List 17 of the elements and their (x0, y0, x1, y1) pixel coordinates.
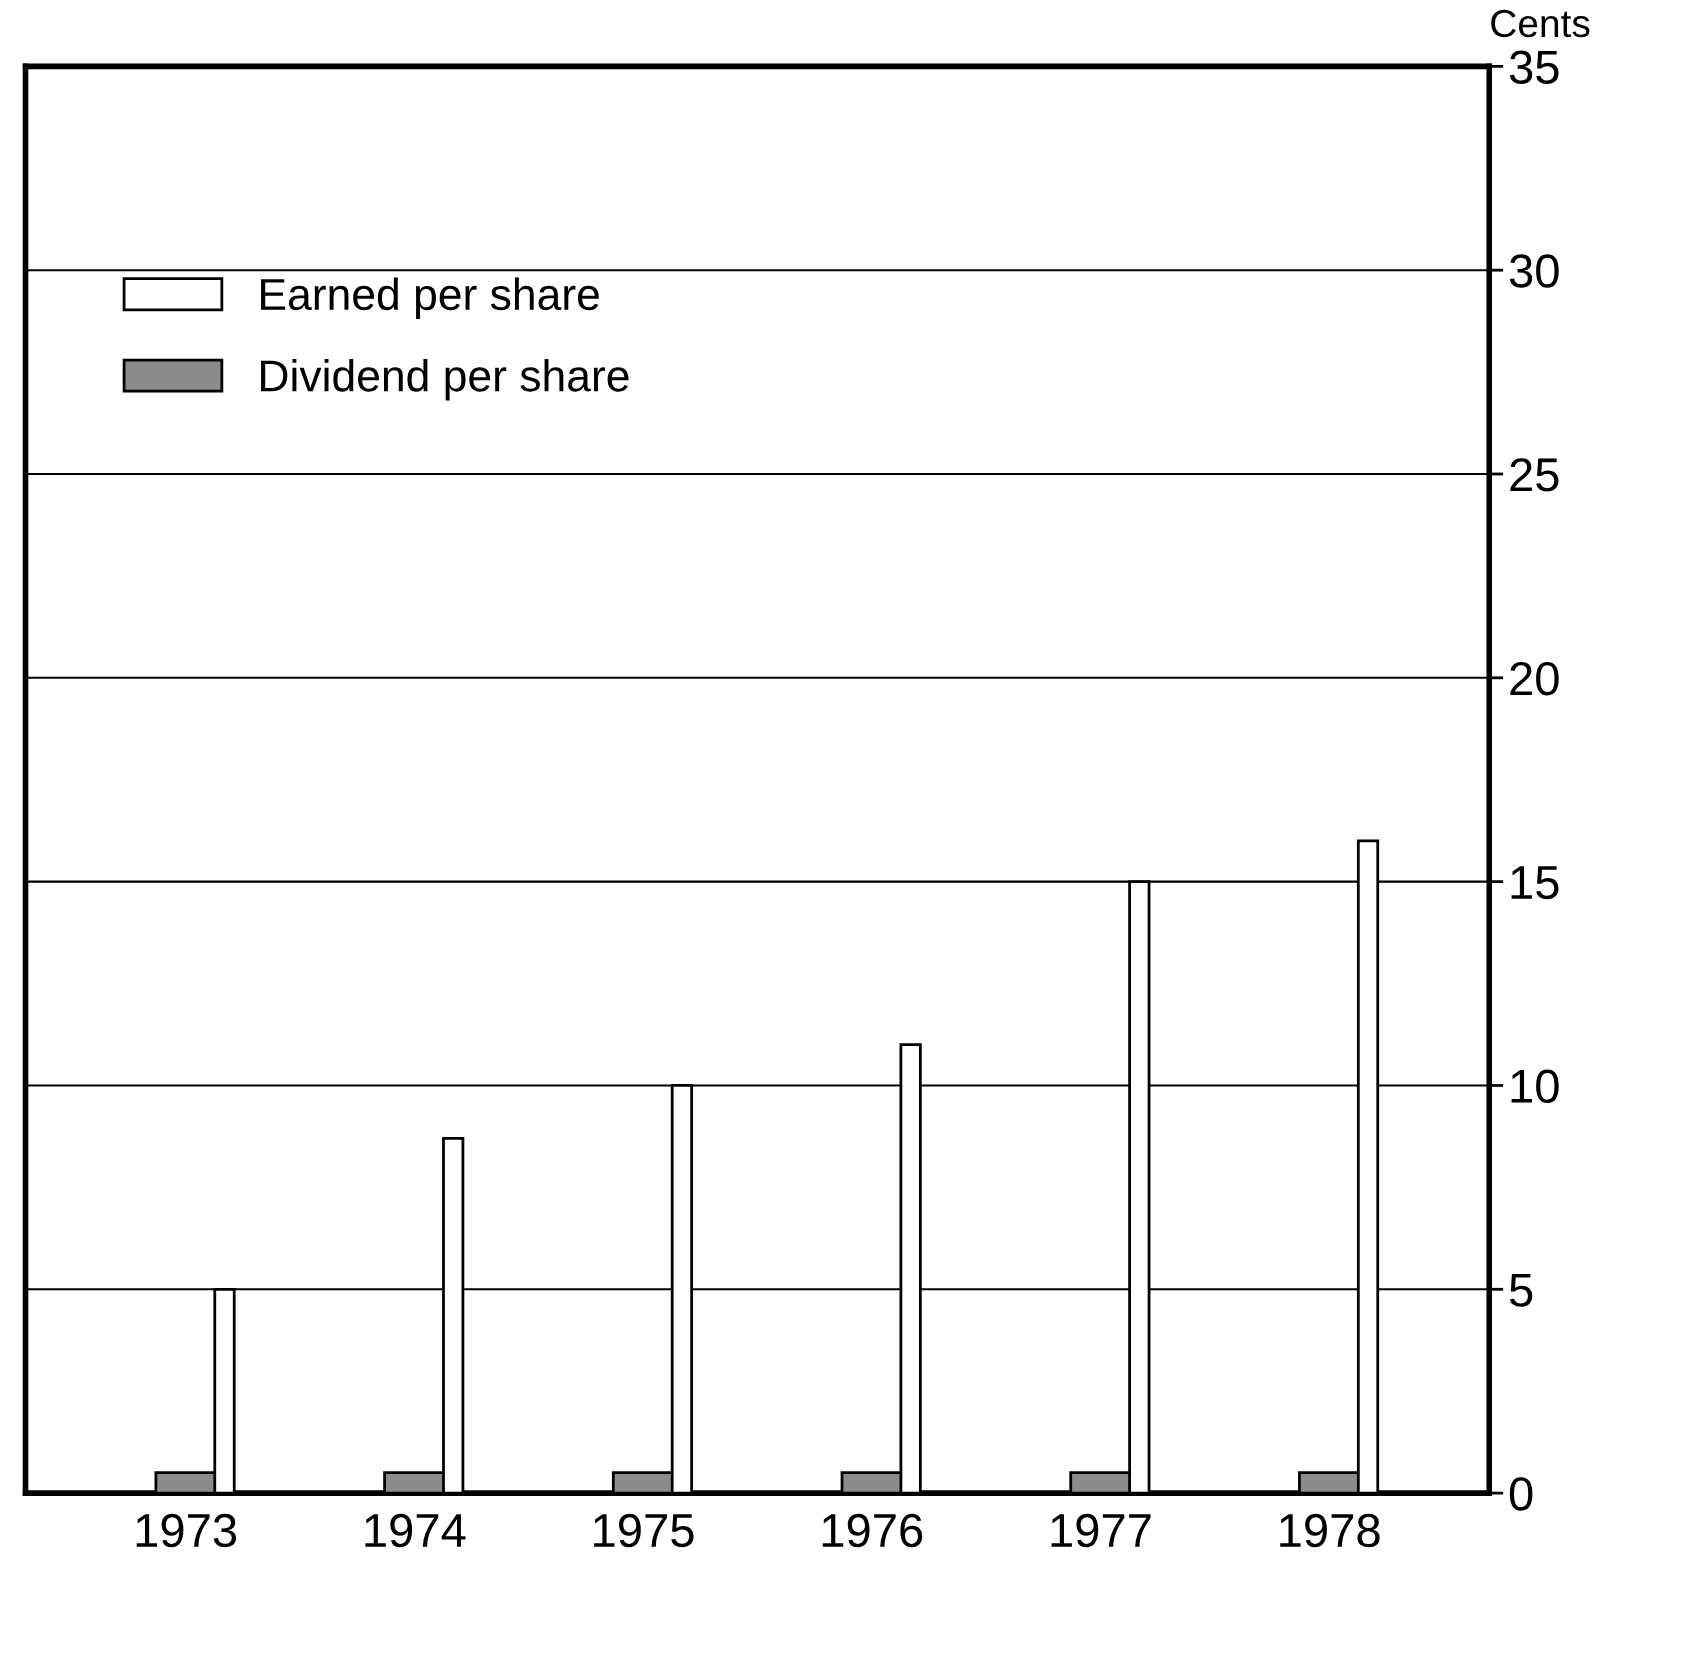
y-axis-title: Cents (1491, 9, 1590, 38)
y-tick-label: 10 (1511, 1069, 1559, 1104)
legend-label: Earned per share (261, 277, 599, 319)
x-tick-label: 1976 (822, 1513, 923, 1548)
x-tick-label: 1974 (365, 1513, 466, 1548)
legend-label: Dividend per share (261, 359, 629, 401)
y-tick-label: 20 (1510, 661, 1559, 696)
x-tick-label: 1977 (1051, 1513, 1151, 1548)
y-tick-label: 25 (1510, 458, 1559, 492)
y-tick-label: 35 (1509, 50, 1559, 84)
y-tick-label: 0 (1509, 1477, 1533, 1511)
x-tick-label: 1973 (136, 1513, 237, 1548)
x-tick-label: 1975 (594, 1513, 694, 1548)
x-tick-label: 1978 (1280, 1513, 1380, 1548)
y-tick-label: 30 (1509, 254, 1559, 288)
y-tick-label: 5 (1509, 1273, 1533, 1307)
y-tick-label: 15 (1511, 866, 1559, 900)
